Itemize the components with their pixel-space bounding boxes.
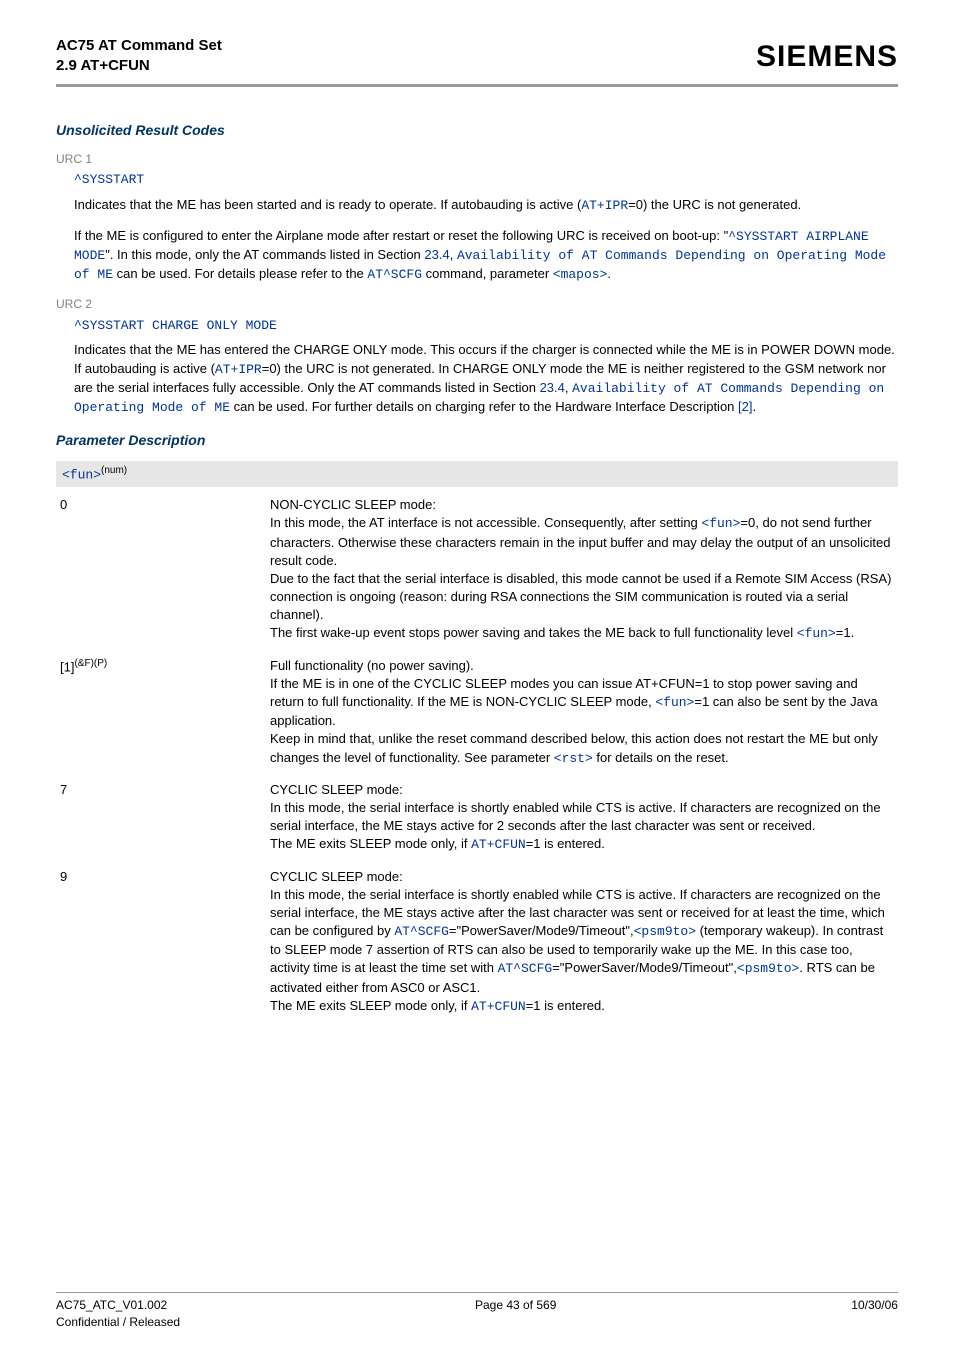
brand-logo: SIEMENS <box>756 36 898 78</box>
text: =1 is entered. <box>526 998 605 1013</box>
param-header: <fun>(num) <box>56 461 898 488</box>
param-desc-0: NON-CYCLIC SLEEP mode: In this mode, the… <box>266 493 898 654</box>
param-key-9: 9 <box>56 865 266 1027</box>
footer-left: AC75_ATC_V01.002 Confidential / Released <box>56 1297 180 1331</box>
text: =0) the URC is not generated. <box>628 197 801 212</box>
text: The ME exits SLEEP mode only, if <box>270 836 471 851</box>
param-desc-7: CYCLIC SLEEP mode: In this mode, the ser… <box>266 778 898 865</box>
link-at-cfun[interactable]: AT+CFUN <box>471 999 526 1014</box>
header-line1: AC75 AT Command Set <box>56 36 222 56</box>
text: . <box>752 399 756 414</box>
footer-confidential: Confidential / Released <box>56 1314 180 1331</box>
link-fun[interactable]: <fun> <box>701 516 740 531</box>
footer-page: Page 43 of 569 <box>475 1297 556 1331</box>
key-prefix: [1] <box>60 659 74 674</box>
text: Due to the fact that the serial interfac… <box>270 571 891 622</box>
link-at-ipr[interactable]: AT+IPR <box>215 362 262 377</box>
text: ="PowerSaver/Mode9/Timeout", <box>449 923 634 938</box>
urc1-para2: If the ME is configured to enter the Air… <box>74 227 898 285</box>
text: The first wake-up event stops power savi… <box>270 625 797 640</box>
table-row: 0 NON-CYCLIC SLEEP mode: In this mode, t… <box>56 493 898 654</box>
link-fun[interactable]: <fun> <box>655 695 694 710</box>
param-sup: (num) <box>101 465 127 476</box>
text: can be used. For further details on char… <box>230 399 738 414</box>
page-header: AC75 AT Command Set 2.9 AT+CFUN SIEMENS <box>56 36 898 87</box>
text: In this mode, the AT interface is not ac… <box>270 515 701 530</box>
link-at-cfun[interactable]: AT+CFUN <box>471 837 526 852</box>
link-psm9to[interactable]: <psm9to> <box>634 924 696 939</box>
section-urc-title: Unsolicited Result Codes <box>56 121 898 141</box>
section-param-title: Parameter Description <box>56 431 898 451</box>
text: ". In this mode, only the AT commands li… <box>105 247 424 262</box>
link-mapos[interactable]: <mapos> <box>553 267 608 282</box>
table-row: [1](&F)(P) Full functionality (no power … <box>56 654 898 778</box>
urc1-code: ^SYSSTART <box>74 171 898 189</box>
text: Indicates that the ME has been started a… <box>74 197 581 212</box>
text: =1. <box>836 625 854 640</box>
link-rst[interactable]: <rst> <box>554 751 593 766</box>
param-desc-9: CYCLIC SLEEP mode: In this mode, the ser… <box>266 865 898 1027</box>
link-section-23-4[interactable]: 23.4 <box>540 380 565 395</box>
urc2-label: URC 2 <box>56 296 898 313</box>
page-footer: AC75_ATC_V01.002 Confidential / Released… <box>56 1292 898 1331</box>
text: NON-CYCLIC SLEEP mode: <box>270 497 436 512</box>
urc1-label: URC 1 <box>56 151 898 168</box>
link-psm9to[interactable]: <psm9to> <box>737 961 799 976</box>
text: CYCLIC SLEEP mode: <box>270 782 403 797</box>
param-key-1: [1](&F)(P) <box>56 654 266 778</box>
text: The ME exits SLEEP mode only, if <box>270 998 471 1013</box>
urc2-para1: Indicates that the ME has entered the CH… <box>74 341 898 417</box>
footer-date: 10/30/06 <box>851 1297 898 1331</box>
header-line2: 2.9 AT+CFUN <box>56 56 222 76</box>
param-key-7: 7 <box>56 778 266 865</box>
text: If the ME is configured to enter the Air… <box>74 228 728 243</box>
link-at-scfg[interactable]: AT^SCFG <box>367 267 422 282</box>
text: In this mode, the serial interface is sh… <box>270 800 881 833</box>
text: =1 is entered. <box>526 836 605 851</box>
param-table: 0 NON-CYCLIC SLEEP mode: In this mode, t… <box>56 493 898 1026</box>
footer-version: AC75_ATC_V01.002 <box>56 1297 180 1314</box>
urc2-code: ^SYSSTART CHARGE ONLY MODE <box>74 317 898 335</box>
link-section-23-4[interactable]: 23.4 <box>424 247 449 262</box>
link-at-scfg[interactable]: AT^SCFG <box>394 924 449 939</box>
param-desc-1: Full functionality (no power saving). If… <box>266 654 898 778</box>
text: command, parameter <box>422 266 553 281</box>
urc1-para1: Indicates that the ME has been started a… <box>74 196 898 215</box>
text: Full functionality (no power saving). <box>270 658 474 673</box>
text: can be used. For details please refer to… <box>113 266 367 281</box>
header-title: AC75 AT Command Set 2.9 AT+CFUN <box>56 36 222 77</box>
text: , <box>450 247 457 262</box>
text: ="PowerSaver/Mode9/Timeout", <box>552 960 737 975</box>
table-row: 7 CYCLIC SLEEP mode: In this mode, the s… <box>56 778 898 865</box>
text: CYCLIC SLEEP mode: <box>270 869 403 884</box>
link-at-scfg[interactable]: AT^SCFG <box>498 961 553 976</box>
key-sup: (&F)(P) <box>74 658 107 669</box>
text: . <box>607 266 611 281</box>
link-fun[interactable]: <fun> <box>797 626 836 641</box>
text: for details on the reset. <box>593 750 729 765</box>
param-name: <fun> <box>62 467 101 482</box>
param-key-0: 0 <box>56 493 266 654</box>
table-row: 9 CYCLIC SLEEP mode: In this mode, the s… <box>56 865 898 1027</box>
link-ref-2[interactable]: [2] <box>738 399 752 414</box>
link-at-ipr[interactable]: AT+IPR <box>581 198 628 213</box>
